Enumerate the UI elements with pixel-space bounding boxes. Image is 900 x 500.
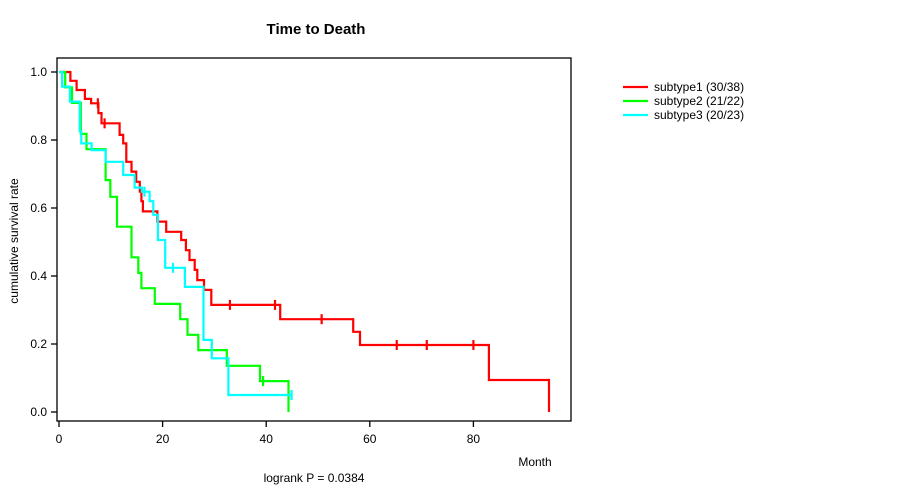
y-axis-tick-label: 0.4 <box>30 269 47 283</box>
y-axis-tick-label: 0.2 <box>30 337 47 351</box>
legend-label-3: subtype3 (20/23) <box>654 108 744 122</box>
x-axis-tick-label: 80 <box>467 432 481 446</box>
y-axis-tick-label: 0.0 <box>30 405 47 419</box>
x-axis-title: Month <box>518 455 552 469</box>
plot-box <box>56 57 572 422</box>
x-axis-tick-label: 0 <box>56 432 63 446</box>
legend-label-1: subtype1 (30/38) <box>654 80 744 94</box>
y-axis-title: cumulative survival rate <box>7 178 21 304</box>
chart-title: Time to Death <box>266 21 366 38</box>
survival-curve-3 <box>59 70 293 397</box>
logrank-annotation: logrank P = 0.0384 <box>263 471 365 485</box>
x-axis-tick-label: 20 <box>156 432 170 446</box>
legend-label-2: subtype2 (21/22) <box>654 94 744 108</box>
y-axis-tick-label: 0.6 <box>30 201 47 215</box>
y-axis-tick-label: 0.8 <box>30 133 47 147</box>
y-axis-tick-label: 1.0 <box>30 65 47 79</box>
x-axis-tick-label: 40 <box>260 432 274 446</box>
survival-curve-2 <box>59 70 290 412</box>
x-axis-tick-label: 60 <box>363 432 377 446</box>
